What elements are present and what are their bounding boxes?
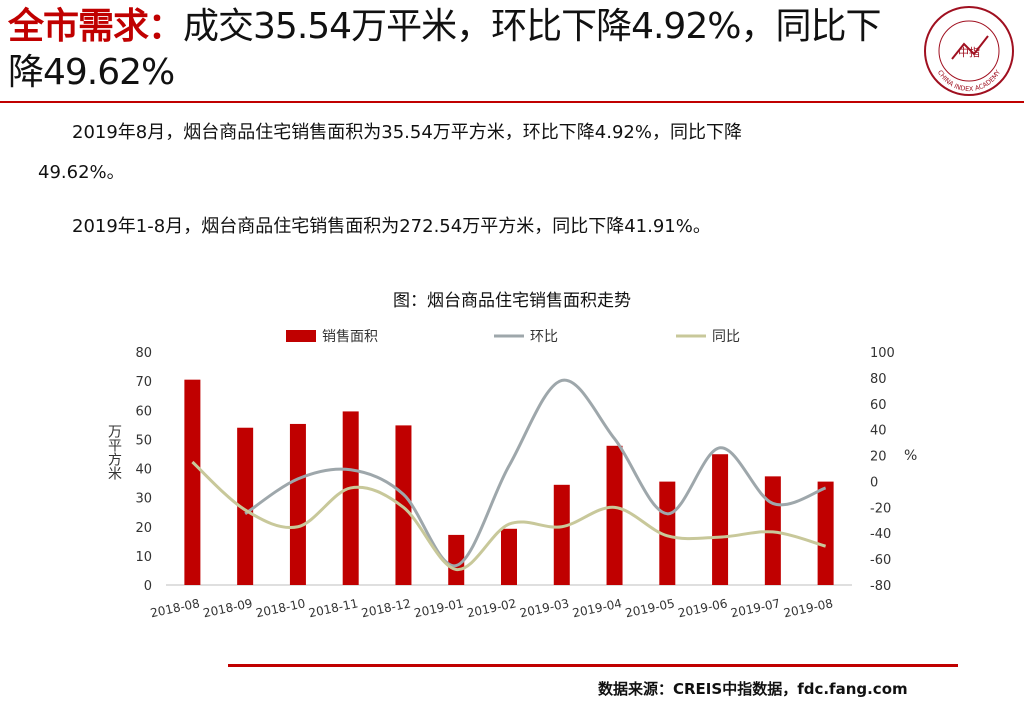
y-tick-label: 70 — [135, 375, 152, 390]
x-tick-label: 2018-10 — [255, 596, 307, 620]
legend-label: 同比 — [712, 329, 740, 345]
title-keyword: 全市需求： — [8, 6, 184, 47]
china-index-academy-logo: 中指 CHINA INDEX ACADEMY — [924, 6, 1014, 96]
x-tick-label: 2018-09 — [202, 596, 254, 620]
y2-tick-label: -40 — [870, 527, 891, 542]
y2-tick-label: 80 — [870, 372, 887, 387]
y-tick-label: 20 — [135, 521, 152, 536]
title-divider — [0, 101, 1024, 103]
bar — [448, 534, 465, 585]
legend-label: 销售面积 — [322, 329, 378, 345]
chart-title: 图：烟台商品住宅销售面积走势 — [393, 291, 631, 311]
bar — [606, 445, 623, 585]
x-tick-label: 2019-05 — [624, 596, 676, 620]
bar — [184, 379, 201, 585]
bar — [342, 411, 359, 585]
y2-tick-label: 0 — [870, 475, 878, 490]
x-tick-label: 2019-07 — [730, 596, 782, 620]
y-tick-label: 80 — [135, 346, 152, 361]
x-tick-label: 2019-03 — [518, 596, 570, 620]
paragraph-1-line-2: 49.62%。 — [38, 162, 125, 183]
line-series-mom — [244, 378, 827, 568]
bar — [712, 454, 729, 585]
y-tick-label: 10 — [135, 550, 152, 565]
bar — [395, 425, 412, 585]
y2-tick-label: -80 — [870, 579, 891, 594]
x-tick-label: 2018-11 — [307, 596, 359, 620]
y-tick-label: 30 — [135, 492, 152, 507]
bar — [553, 484, 570, 585]
paragraph-1-line-1: 2019年8月，烟台商品住宅销售面积为35.54万平方米，环比下降4.92%，同… — [72, 122, 742, 143]
legend-swatch-bar — [286, 330, 316, 342]
y2-tick-label: -20 — [870, 501, 891, 516]
paragraph-2: 2019年1-8月，烟台商品住宅销售面积为272.54万平方米，同比下降41.9… — [72, 216, 711, 237]
line-series-yoy — [191, 460, 827, 571]
bar — [501, 528, 517, 585]
x-tick-label: 2019-04 — [571, 596, 623, 620]
y2-tick-label: 40 — [870, 424, 887, 439]
x-tick-label: 2019-01 — [413, 596, 465, 620]
y-tick-label: 60 — [135, 404, 152, 419]
bar — [659, 481, 676, 585]
x-tick-label: 2018-12 — [360, 596, 412, 620]
x-tick-label: 2019-02 — [466, 596, 518, 620]
y2-tick-label: 60 — [870, 398, 887, 413]
x-tick-label: 2019-06 — [677, 596, 729, 620]
bar — [289, 423, 306, 585]
y-tick-label: 40 — [135, 463, 152, 478]
x-tick-label: 2018-08 — [149, 596, 201, 620]
y-tick-label: 0 — [144, 579, 152, 594]
title-text: 成交35.54万平米，环比下降4.92%，同比下降49.62% — [8, 6, 881, 93]
data-source: 数据来源：CREIS中指数据，fdc.fang.com — [598, 680, 908, 698]
y2-axis-label: % — [904, 448, 917, 464]
x-tick-label: 2019-08 — [782, 596, 834, 620]
logo-text: 中指 — [958, 45, 980, 59]
bar — [817, 481, 834, 585]
y-axis-label: 万平方米 — [106, 424, 122, 480]
y2-tick-label: 20 — [870, 450, 887, 465]
slide-title: 全市需求：成交35.54万平米，环比下降4.92%，同比下降49.62% — [8, 4, 888, 96]
footer-divider — [228, 664, 958, 667]
y-tick-label: 50 — [135, 433, 152, 448]
bar — [237, 427, 254, 585]
legend-label: 环比 — [530, 329, 558, 345]
y2-tick-label: 100 — [870, 346, 895, 361]
y2-tick-label: -60 — [870, 553, 891, 568]
